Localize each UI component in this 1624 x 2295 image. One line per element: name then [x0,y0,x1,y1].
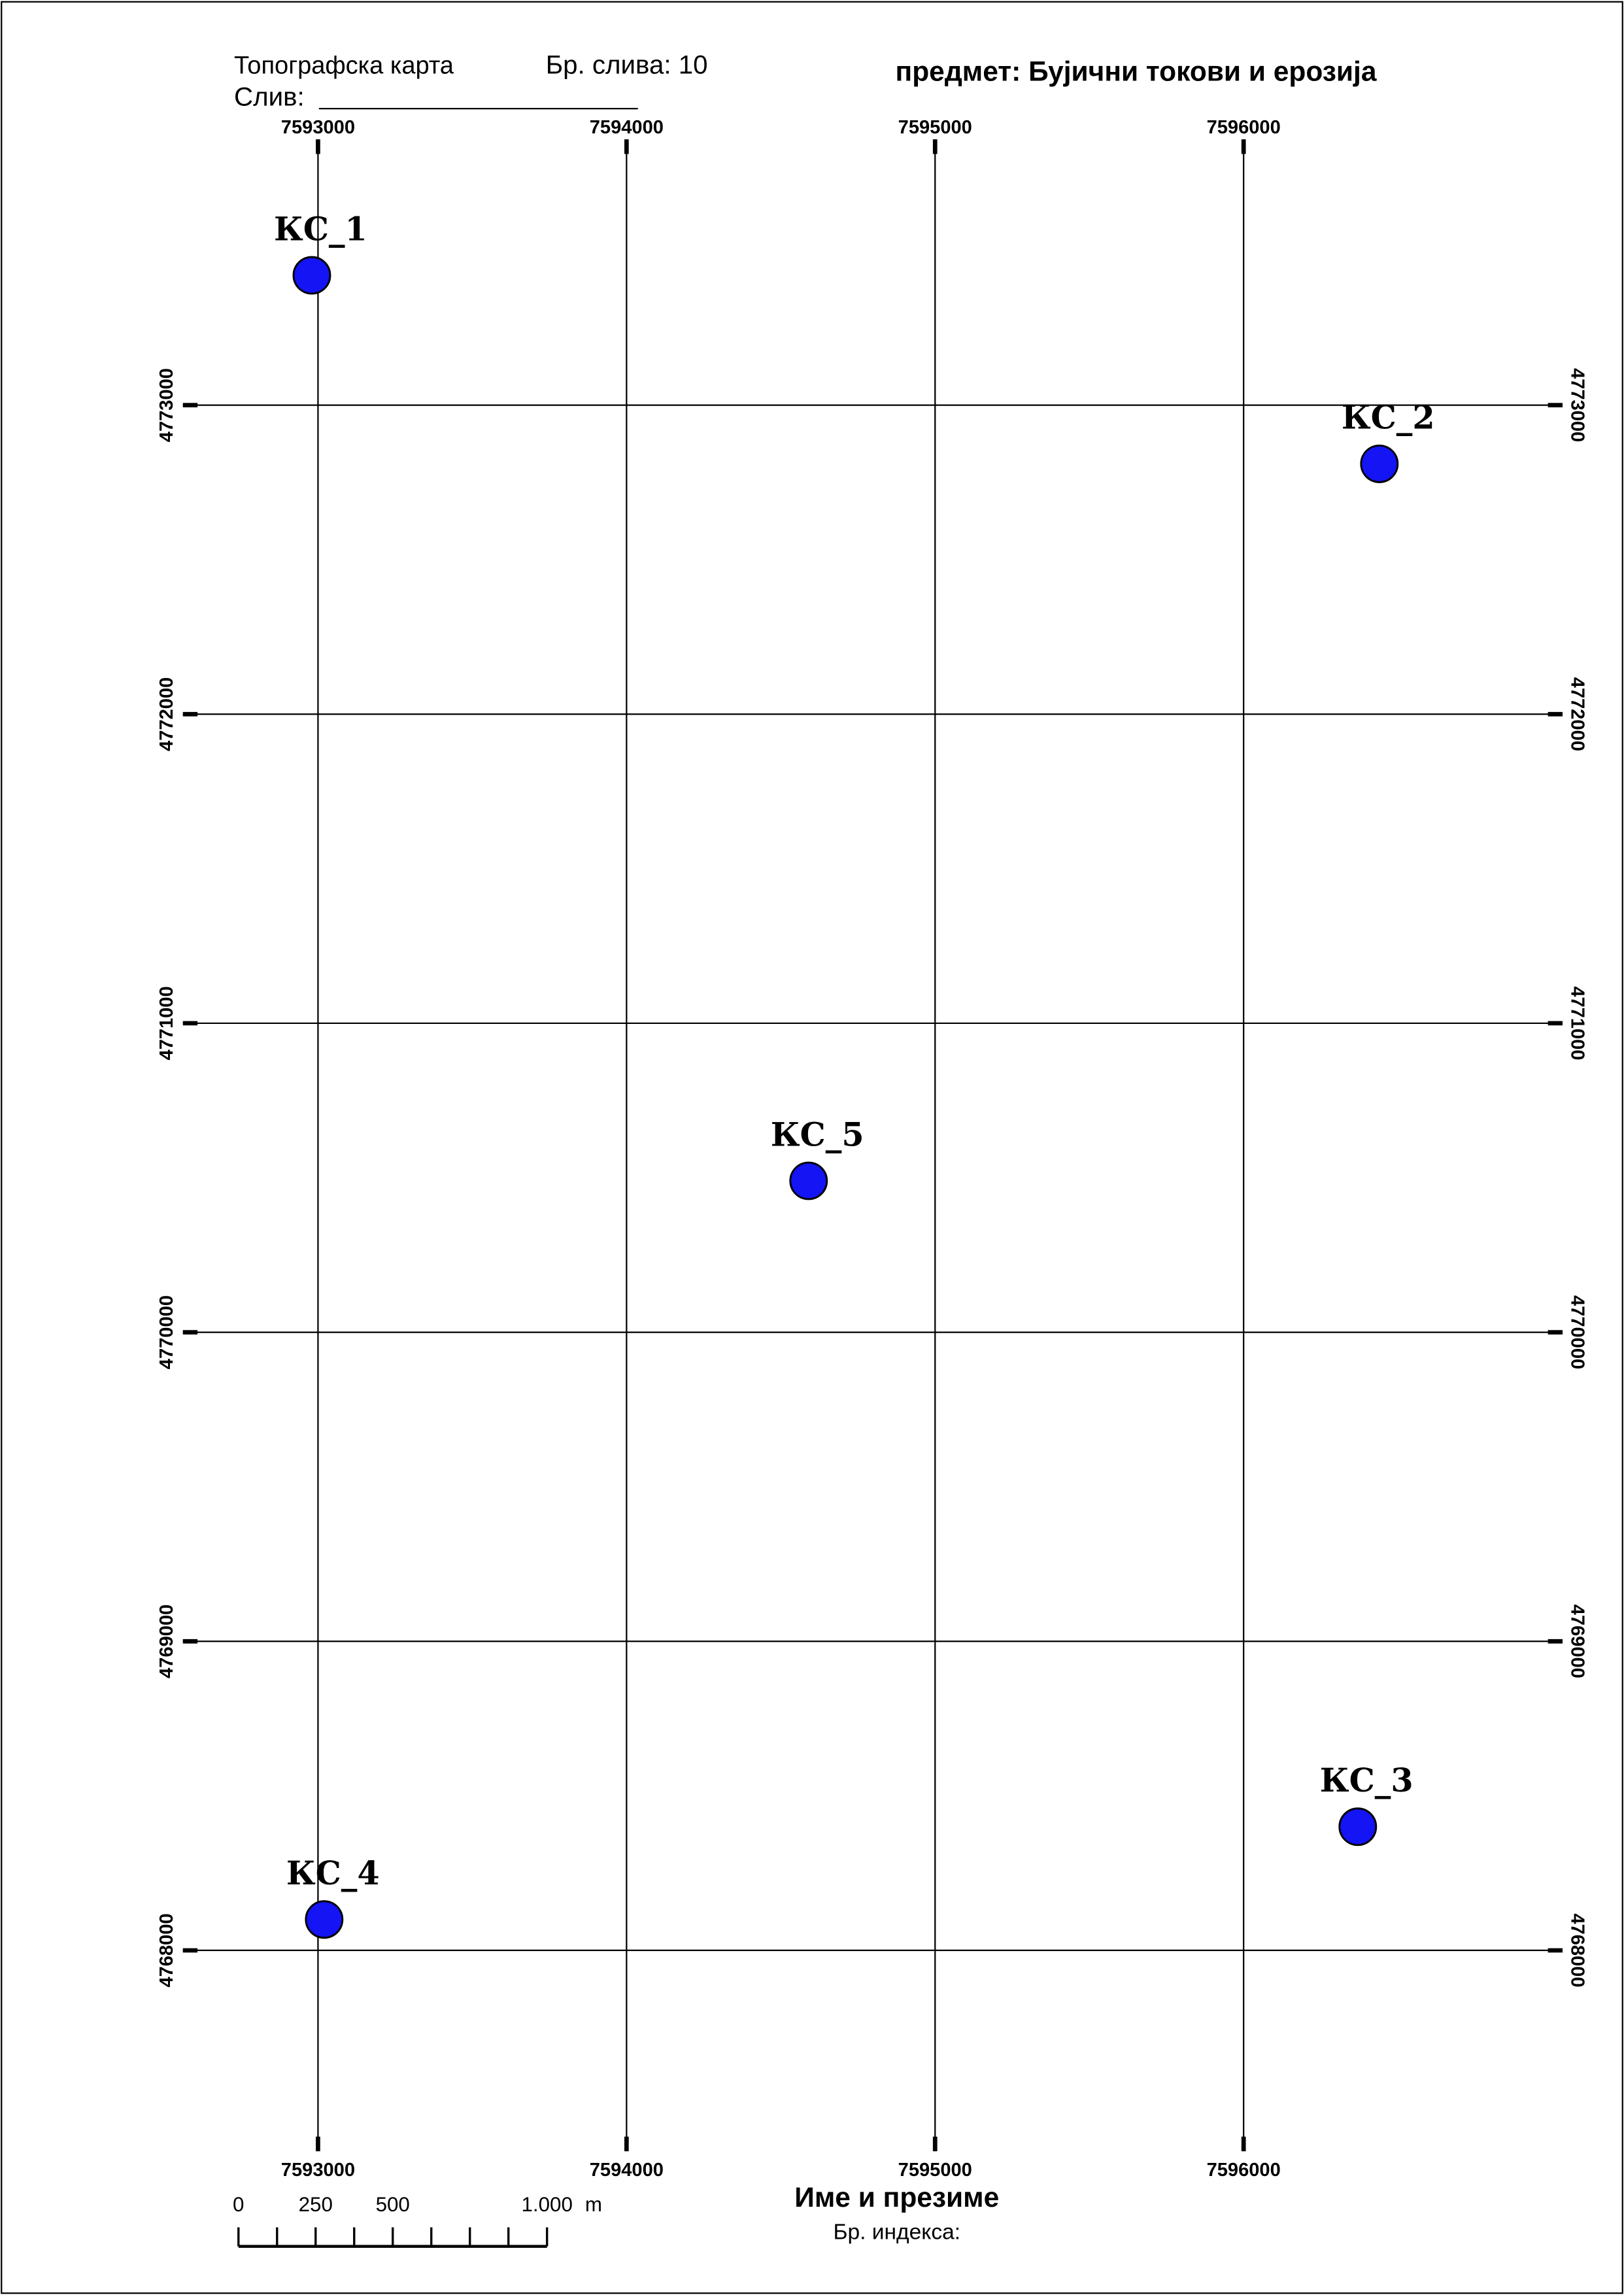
x-tick-label: 7593000 [281,2160,355,2181]
map-type: Топографска карта [234,52,454,79]
x-tick-label: 7596000 [1207,2160,1281,2181]
x-tick-label: 7594000 [590,2160,664,2181]
x-tick-label: 7593000 [281,117,355,138]
scale-bar-label: 250 [299,2193,333,2216]
subject: предмет: Бујични токови и ерозија [896,57,1377,88]
y-tick-label: 4768000 [156,1913,177,1987]
x-tick-label: 7594000 [590,117,664,138]
y-tick-label: 4768000 [1566,1913,1587,1987]
scale-bar-label: 500 [376,2193,410,2216]
station-label: КС_5 [771,1115,864,1153]
y-tick-label: 4769000 [1566,1605,1587,1678]
station-label: КС_1 [274,210,367,248]
y-tick-label: 4769000 [156,1605,177,1678]
student-name: Име и презиме [794,2183,999,2213]
basin-number: Бр. слива: 10 [546,50,708,79]
station-label: КС_2 [1342,399,1435,437]
student-index: Бр. индекса: [833,2220,960,2244]
station-marker [1360,444,1399,483]
y-tick-label: 4771000 [156,986,177,1060]
station-label: КС_4 [286,1854,380,1892]
y-tick-label: 4772000 [1566,677,1587,751]
scale-bar-label: 1.000 [522,2193,573,2216]
y-tick-label: 4770000 [1566,1295,1587,1369]
station-marker [1338,1807,1378,1846]
y-tick-label: 4770000 [156,1295,177,1369]
scale-bar-label: 0 [233,2193,244,2216]
x-tick-label: 7596000 [1207,117,1281,138]
y-tick-label: 4772000 [156,677,177,751]
y-tick-label: 4771000 [1566,986,1587,1060]
x-tick-label: 7595000 [898,117,972,138]
station-marker [292,256,331,295]
y-tick-label: 4773000 [1566,368,1587,442]
station-label: КС_3 [1320,1761,1413,1799]
x-tick-label: 7595000 [898,2160,972,2181]
y-tick-label: 4773000 [156,368,177,442]
station-marker [789,1161,828,1200]
scale-bar-unit: m [585,2193,602,2216]
station-marker [305,1900,344,1939]
basin-label: Слив: [234,82,305,112]
